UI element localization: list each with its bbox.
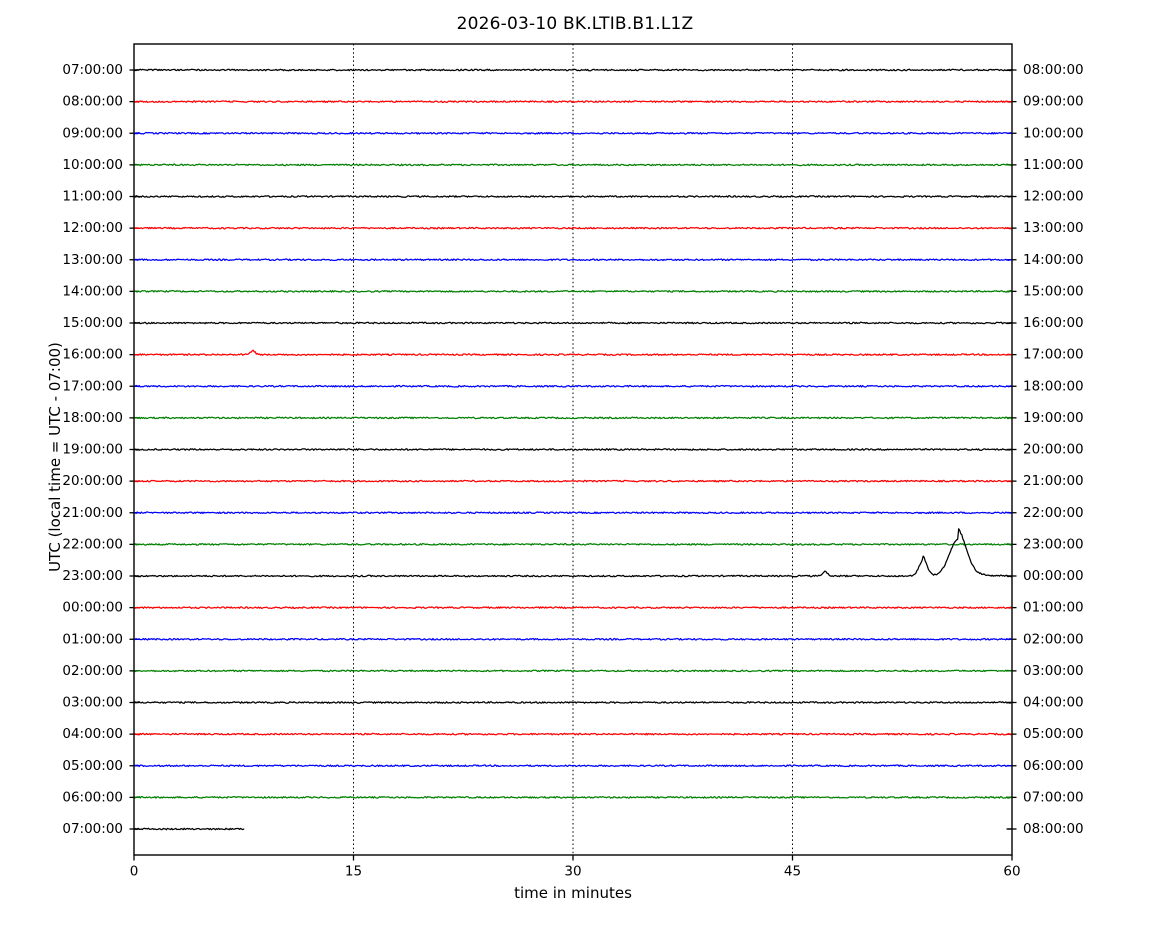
trace-090000 <box>133 131 1013 135</box>
x-tick-label-60: 60 <box>1003 864 1020 880</box>
trace-040000 <box>133 732 1013 736</box>
left-tick-label-24: 07:00:00 <box>62 821 123 837</box>
x-tick-label-0: 0 <box>130 864 139 880</box>
left-tick-label-8: 15:00:00 <box>62 315 123 331</box>
left-tick-label-18: 01:00:00 <box>62 631 123 647</box>
right-tick-label-5: 13:00:00 <box>1023 220 1084 236</box>
left-tick-label-17: 00:00:00 <box>62 600 123 616</box>
x-tick-label-15: 15 <box>345 864 362 880</box>
left-tick-label-1: 08:00:00 <box>62 94 123 110</box>
trace-180000 <box>133 416 1013 420</box>
seismic-traces <box>133 68 1013 831</box>
right-tick-label-7: 15:00:00 <box>1023 283 1084 299</box>
left-tick-label-3: 10:00:00 <box>62 157 123 173</box>
right-tick-label-4: 12:00:00 <box>1023 189 1084 205</box>
trace-070000 <box>133 827 245 831</box>
trace-030000 <box>133 701 1013 704</box>
right-tick-label-12: 20:00:00 <box>1023 442 1084 458</box>
trace-170000 <box>133 384 1013 388</box>
right-tick-label-2: 10:00:00 <box>1023 125 1084 141</box>
left-tick-label-19: 02:00:00 <box>62 663 123 679</box>
right-tick-label-15: 23:00:00 <box>1023 536 1084 552</box>
right-tick-label-13: 21:00:00 <box>1023 473 1084 489</box>
trace-010000 <box>133 637 1013 641</box>
x-tick-label-45: 45 <box>784 864 801 880</box>
left-tick-label-2: 09:00:00 <box>62 125 123 141</box>
right-tick-label-21: 05:00:00 <box>1023 726 1084 742</box>
right-tick-label-22: 06:00:00 <box>1023 758 1084 774</box>
left-tick-label-21: 04:00:00 <box>62 726 123 742</box>
right-tick-label-16: 00:00:00 <box>1023 568 1084 584</box>
x-axis-ticks <box>133 855 1013 861</box>
left-tick-label-7: 14:00:00 <box>62 283 123 299</box>
trace-080000 <box>133 100 1013 103</box>
right-tick-label-10: 18:00:00 <box>1023 378 1084 394</box>
trace-020000 <box>133 669 1013 673</box>
trace-160000 <box>133 349 1013 356</box>
left-tick-label-13: 20:00:00 <box>62 473 123 489</box>
trace-060000 <box>133 796 1013 799</box>
trace-070000 <box>133 68 1013 72</box>
right-tick-label-17: 01:00:00 <box>1023 600 1084 616</box>
trace-210000 <box>133 511 1013 515</box>
right-tick-label-14: 22:00:00 <box>1023 505 1084 521</box>
right-axis-tick-labels: 08:00:00 09:00:00 10:00:00 11:00:00 12:00:00… <box>1023 62 1084 837</box>
left-tick-label-0: 07:00:00 <box>62 62 123 78</box>
trace-200000 <box>133 479 1013 483</box>
left-tick-label-4: 11:00:00 <box>62 189 123 205</box>
right-tick-label-23: 07:00:00 <box>1023 789 1084 805</box>
left-tick-label-14: 21:00:00 <box>62 505 123 521</box>
right-tick-label-3: 11:00:00 <box>1023 157 1084 173</box>
right-tick-label-8: 16:00:00 <box>1023 315 1084 331</box>
left-axis-tick-labels: 07:00:00 08:00:00 09:00:00 10:00:00 11:00:00… <box>62 62 123 837</box>
left-tick-label-5: 12:00:00 <box>62 220 123 236</box>
left-tick-label-22: 05:00:00 <box>62 758 123 774</box>
right-tick-label-6: 14:00:00 <box>1023 252 1084 268</box>
trace-120000 <box>133 226 1013 230</box>
right-tick-label-11: 19:00:00 <box>1023 410 1084 426</box>
left-tick-label-12: 19:00:00 <box>62 442 123 458</box>
left-tick-label-10: 17:00:00 <box>62 378 123 394</box>
x-axis-label: time in minutes <box>514 884 632 902</box>
right-tick-label-19: 03:00:00 <box>1023 663 1084 679</box>
trace-220000 <box>133 543 1013 546</box>
page-title: 2026-03-10 BK.LTIB.B1.L1Z <box>456 14 694 34</box>
trace-050000 <box>133 764 1013 768</box>
left-tick-label-9: 16:00:00 <box>62 347 123 363</box>
left-tick-label-6: 13:00:00 <box>62 252 123 268</box>
right-tick-label-9: 17:00:00 <box>1023 347 1084 363</box>
right-tick-label-0: 08:00:00 <box>1023 62 1084 78</box>
trace-110000 <box>133 195 1013 198</box>
right-axis-ticks <box>1006 69 1017 830</box>
right-tick-label-18: 02:00:00 <box>1023 631 1084 647</box>
right-tick-label-1: 09:00:00 <box>1023 94 1084 110</box>
trace-140000 <box>133 290 1013 293</box>
right-tick-label-20: 04:00:00 <box>1023 695 1084 711</box>
x-tick-label-30: 30 <box>564 864 581 880</box>
trace-150000 <box>133 321 1013 325</box>
trace-130000 <box>133 258 1013 262</box>
left-axis-ticks <box>129 69 140 830</box>
trace-100000 <box>133 163 1013 167</box>
left-tick-label-15: 22:00:00 <box>62 536 123 552</box>
left-tick-label-16: 23:00:00 <box>62 568 123 584</box>
trace-230000 <box>133 528 1013 578</box>
left-tick-label-11: 18:00:00 <box>62 410 123 426</box>
left-tick-label-20: 03:00:00 <box>62 695 123 711</box>
right-tick-label-24: 08:00:00 <box>1023 821 1084 837</box>
left-tick-label-23: 06:00:00 <box>62 789 123 805</box>
trace-000000 <box>133 606 1013 609</box>
x-axis-tick-labels: 0 15 30 45 60 <box>130 864 1021 880</box>
trace-190000 <box>133 448 1013 451</box>
